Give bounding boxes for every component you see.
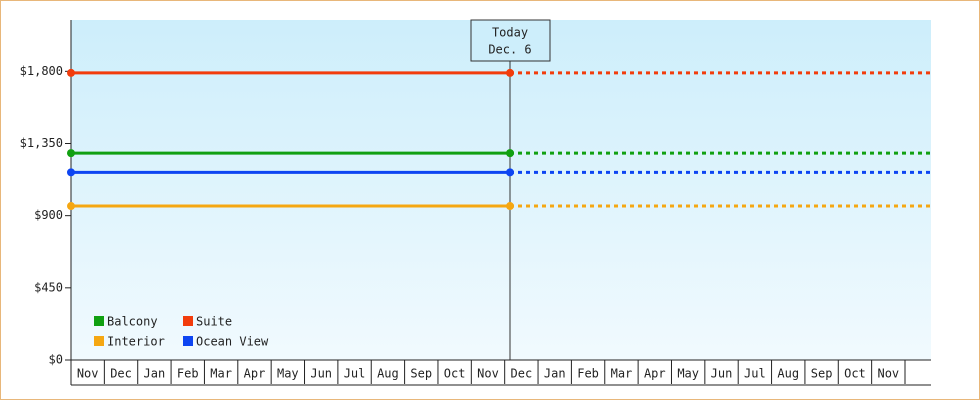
legend-label: Balcony <box>107 315 158 329</box>
x-tick-label: Feb <box>577 367 599 381</box>
x-tick-label: Oct <box>844 367 866 381</box>
x-tick-label: Jun <box>310 367 332 381</box>
legend-swatch <box>183 336 193 346</box>
y-tick-label: $1,800 <box>20 64 63 78</box>
legend-label: Interior <box>107 335 165 349</box>
legend-swatch <box>94 316 104 326</box>
x-tick-label: Dec <box>110 367 132 381</box>
x-tick-label: Jul <box>744 367 766 381</box>
x-tick-label: Sep <box>811 367 833 381</box>
price-point <box>67 168 75 177</box>
price-point <box>506 202 514 211</box>
x-tick-label: Feb <box>177 367 199 381</box>
price-point <box>506 149 514 158</box>
x-tick-label: Dec <box>511 367 533 381</box>
x-tick-label: Mar <box>611 367 633 381</box>
x-tick-label: Mar <box>210 367 232 381</box>
y-tick-label: $450 <box>34 280 63 294</box>
legend-label: Ocean View <box>196 335 269 349</box>
x-tick-label: Apr <box>644 367 666 381</box>
plot-area <box>71 20 931 360</box>
legend-swatch <box>183 316 193 326</box>
x-tick-label: May <box>677 367 699 381</box>
legend-swatch <box>94 336 104 346</box>
x-tick-label: Nov <box>477 367 499 381</box>
x-tick-label: Jan <box>144 367 166 381</box>
y-tick-label: $1,350 <box>20 136 63 150</box>
x-tick-label: Sep <box>410 367 432 381</box>
x-tick-label: Jun <box>711 367 733 381</box>
x-tick-label: Oct <box>444 367 466 381</box>
x-tick-label: May <box>277 367 299 381</box>
x-tick-label: Jul <box>344 367 366 381</box>
y-tick-label: $0 <box>49 353 63 367</box>
x-tick-label: Apr <box>244 367 266 381</box>
x-tick-label: Jan <box>544 367 566 381</box>
x-tick-label: Aug <box>777 367 799 381</box>
legend-label: Suite <box>196 315 232 329</box>
today-date: Dec. 6 <box>488 43 531 57</box>
today-box <box>470 19 551 62</box>
x-tick-label: Nov <box>877 367 899 381</box>
price-point <box>506 168 514 177</box>
y-tick-label: $900 <box>34 208 63 222</box>
price-point <box>506 68 514 77</box>
price-point <box>67 68 75 77</box>
price-point <box>67 202 75 211</box>
x-tick-label: Nov <box>77 367 99 381</box>
x-tick-label: Aug <box>377 367 399 381</box>
price-point <box>67 149 75 158</box>
today-label: Today <box>492 26 528 40</box>
